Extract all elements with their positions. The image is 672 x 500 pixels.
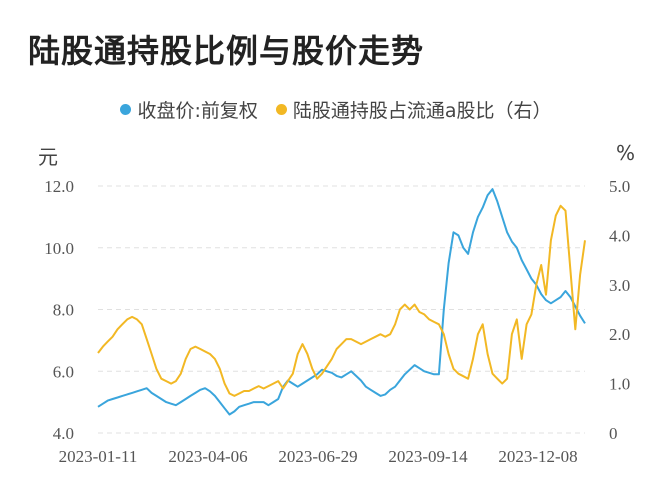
y-left-tick-label: 10.0 — [44, 239, 74, 258]
y-left-tick-label: 6.0 — [53, 362, 74, 381]
x-tick-label: 2023-06-29 — [278, 447, 357, 466]
legend: 收盘价:前复权 陆股通持股占流通a股比（右） — [0, 96, 672, 123]
y-right-tick-label: 2.0 — [609, 325, 630, 344]
x-tick-label: 2023-01-11 — [59, 447, 138, 466]
legend-label-price: 收盘价:前复权 — [137, 100, 258, 122]
series-line-ratio — [97, 204, 586, 397]
series-line-price — [97, 188, 586, 416]
x-tick-label: 2023-12-08 — [498, 447, 577, 466]
right-axis-unit: % — [616, 141, 636, 165]
y-left-tick-label: 4.0 — [53, 424, 74, 443]
legend-swatch-price — [120, 104, 132, 115]
legend-item-price[interactable]: 收盘价:前复权 — [120, 96, 258, 123]
legend-swatch-ratio — [275, 104, 287, 115]
y-right-tick-label: 3.0 — [609, 276, 630, 295]
y-left-tick-label: 12.0 — [44, 177, 74, 196]
legend-label-ratio: 陆股通持股占流通a股比（右） — [292, 100, 552, 122]
chart-title: 陆股通持股比例与股价走势 — [28, 32, 425, 70]
x-tick-label: 2023-04-06 — [168, 447, 247, 466]
left-axis-unit: 元 — [38, 145, 58, 169]
y-right-tick-label: 5.0 — [609, 177, 630, 196]
y-right-tick-label: 1.0 — [609, 375, 630, 394]
x-tick-label: 2023-09-14 — [388, 447, 468, 466]
y-right-tick-label: 0 — [609, 424, 618, 443]
legend-item-ratio[interactable]: 陆股通持股占流通a股比（右） — [275, 96, 552, 123]
y-left-tick-label: 8.0 — [53, 301, 74, 320]
y-right-tick-label: 4.0 — [609, 226, 630, 245]
